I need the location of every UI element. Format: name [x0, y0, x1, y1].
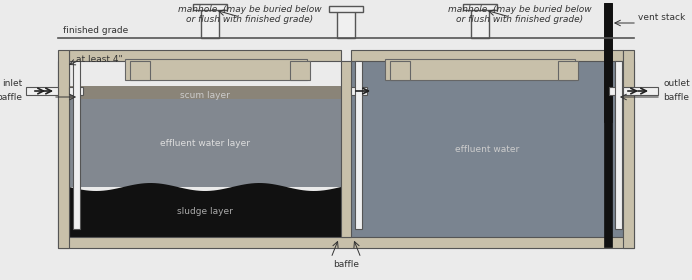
Bar	[604, 3, 612, 247]
Bar	[623, 50, 634, 248]
Text: finished grade: finished grade	[63, 26, 128, 35]
Bar	[58, 237, 634, 248]
Text: scum layer: scum layer	[180, 90, 230, 99]
Bar	[26, 87, 58, 95]
Text: manhole  (may be buried below
or flush with finished grade): manhole (may be buried below or flush wi…	[448, 5, 592, 24]
Text: baffle: baffle	[663, 92, 689, 102]
Bar	[558, 61, 578, 80]
Text: effluent water layer: effluent water layer	[160, 139, 250, 148]
Bar	[125, 59, 307, 80]
Text: inlet: inlet	[2, 78, 22, 87]
Bar	[69, 87, 83, 95]
Bar	[623, 61, 634, 237]
Text: effluent water: effluent water	[455, 144, 519, 153]
Bar	[615, 61, 622, 229]
Bar	[201, 8, 219, 38]
Text: baffle: baffle	[333, 260, 359, 269]
Bar	[463, 4, 497, 10]
Bar	[130, 61, 150, 80]
Bar	[604, 3, 612, 122]
Text: vent stack: vent stack	[638, 13, 685, 22]
Polygon shape	[69, 183, 341, 237]
Text: outlet: outlet	[663, 78, 690, 87]
Bar	[351, 87, 367, 95]
Bar	[58, 50, 69, 248]
Bar	[58, 61, 69, 237]
Text: manhole  (may be buried below
or flush with finished grade): manhole (may be buried below or flush wi…	[178, 5, 322, 24]
Bar	[355, 61, 362, 229]
Bar	[193, 4, 227, 10]
Bar	[351, 61, 623, 237]
Bar	[341, 61, 351, 237]
Bar	[351, 50, 623, 61]
Bar	[605, 3, 611, 144]
Bar	[329, 6, 363, 12]
Bar	[69, 50, 341, 61]
Text: at least 4": at least 4"	[76, 55, 122, 64]
Bar	[73, 61, 80, 229]
Bar	[471, 8, 489, 38]
Text: baffle: baffle	[0, 92, 22, 102]
Bar	[390, 61, 410, 80]
Bar	[609, 87, 623, 95]
Bar	[69, 86, 341, 99]
Bar	[290, 61, 310, 80]
Bar	[623, 87, 658, 95]
Bar	[69, 99, 341, 187]
Bar	[337, 10, 355, 38]
Text: sludge layer: sludge layer	[177, 207, 233, 216]
Bar	[385, 59, 575, 80]
